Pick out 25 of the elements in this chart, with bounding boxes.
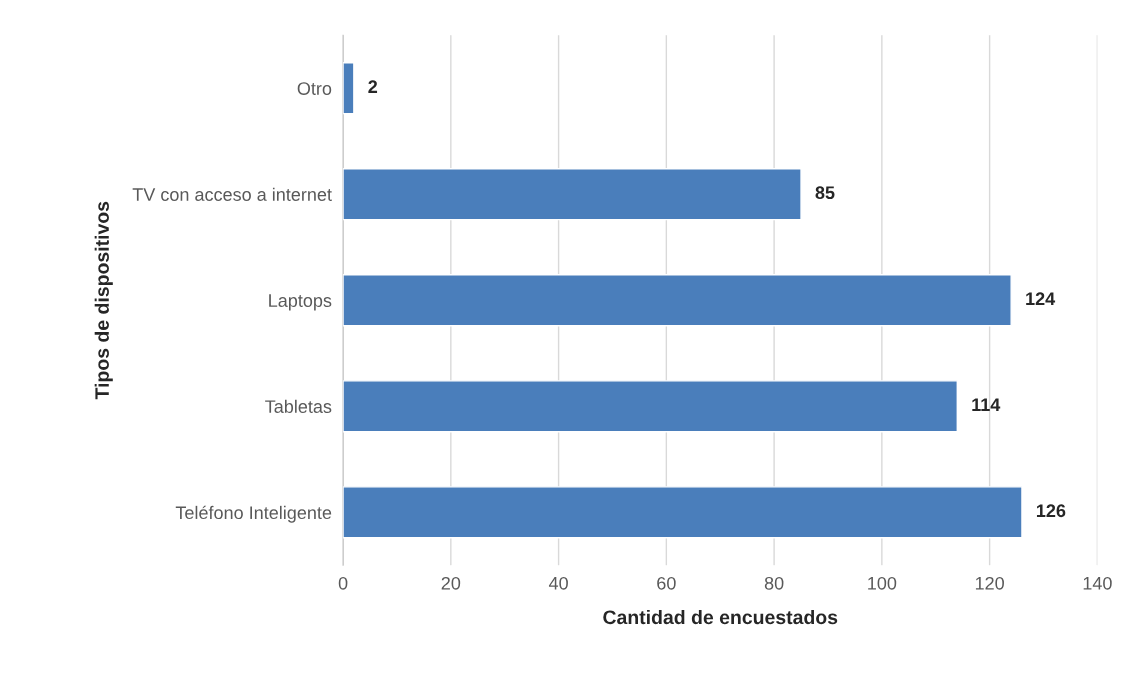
bar xyxy=(343,486,1023,539)
x-tick-label: 60 xyxy=(657,576,676,590)
data-label: 2 xyxy=(368,80,378,93)
x-tick-label: 140 xyxy=(1083,576,1112,590)
data-label: 114 xyxy=(972,398,1001,411)
x-tick-label: 120 xyxy=(975,576,1004,590)
y-tick-label: Teléfono Inteligente xyxy=(175,505,332,523)
x-tick-label: 20 xyxy=(441,576,461,590)
bar xyxy=(343,168,802,221)
y-tick-label: Tabletas xyxy=(265,399,332,413)
y-tick-label: Laptops xyxy=(269,294,332,311)
x-tick-label: 40 xyxy=(548,576,568,590)
y-tick-label: Otro xyxy=(297,82,332,95)
x-tick-label: 100 xyxy=(868,576,897,590)
bar xyxy=(343,62,355,115)
x-tick-label: 0 xyxy=(338,576,348,590)
y-axis-title: Tipos de dispositivos xyxy=(94,201,113,400)
bar xyxy=(343,380,958,433)
x-axis-title: Cantidad de encuestados xyxy=(603,609,838,625)
data-label: 85 xyxy=(815,186,835,200)
data-label: 126 xyxy=(1036,504,1066,518)
data-label: 124 xyxy=(1026,292,1056,305)
bar xyxy=(343,274,1012,327)
y-tick-label: TV con acceso a internet xyxy=(132,187,332,201)
x-tick-label: 80 xyxy=(764,576,784,590)
